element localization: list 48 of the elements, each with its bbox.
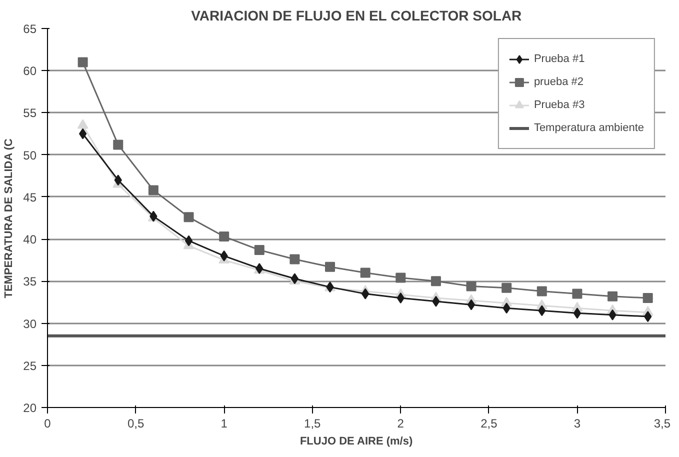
point — [572, 288, 582, 299]
legend-label: Prueba #3 — [534, 99, 585, 111]
y-tick-label: 65 — [23, 22, 37, 36]
y-tick-label: 30 — [23, 316, 37, 331]
point — [78, 128, 87, 140]
x-tick-label: 1 — [220, 416, 228, 430]
point — [77, 119, 88, 129]
point — [642, 293, 653, 304]
point — [148, 185, 158, 196]
point — [361, 288, 370, 300]
legend-label: Prueba #1 — [534, 53, 585, 65]
y-tick-label: 45 — [23, 190, 37, 204]
point — [184, 212, 194, 222]
point — [290, 254, 300, 264]
legend-label: prueba #2 — [534, 76, 584, 88]
y-tick-label: 60 — [23, 64, 37, 78]
x-tick-label: 0,5 — [127, 416, 144, 430]
y-axis-title: TEMPERATURA DE SALIDA (C — [3, 138, 16, 298]
point — [78, 57, 88, 68]
y-tick-label: 25 — [23, 358, 37, 373]
point — [430, 276, 441, 286]
y-tick-label: 40 — [23, 232, 37, 247]
x-tick-label: 2,5 — [480, 416, 498, 430]
point — [573, 308, 582, 319]
point — [536, 286, 547, 296]
point — [360, 268, 370, 278]
point — [608, 291, 618, 302]
point — [502, 282, 512, 293]
x-tick-label: 2 — [397, 416, 404, 430]
x-tick-label: 1,5 — [304, 416, 322, 430]
chart-title: VARIACION DE FLUJO EN EL COLECTOR SOLAR — [191, 8, 522, 24]
legend-label: Temperatura ambiente — [534, 122, 644, 134]
y-tick-label: 20 — [23, 401, 37, 415]
x-tick-label: 3,5 — [654, 416, 671, 430]
x-tick-label: 0 — [44, 416, 52, 430]
point — [184, 235, 193, 246]
y-tick-label: 50 — [23, 148, 37, 162]
point — [113, 140, 124, 150]
point — [325, 262, 336, 272]
point — [467, 299, 476, 310]
y-tick-label: 35 — [23, 274, 37, 289]
point — [219, 232, 230, 242]
y-tick-label: 55 — [23, 106, 37, 120]
x-tick-label: 3 — [574, 416, 581, 430]
point — [466, 281, 476, 292]
point — [254, 245, 264, 256]
x-axis-title: FLUJO DE AIRE (m/s) — [300, 436, 413, 448]
point — [396, 272, 406, 283]
